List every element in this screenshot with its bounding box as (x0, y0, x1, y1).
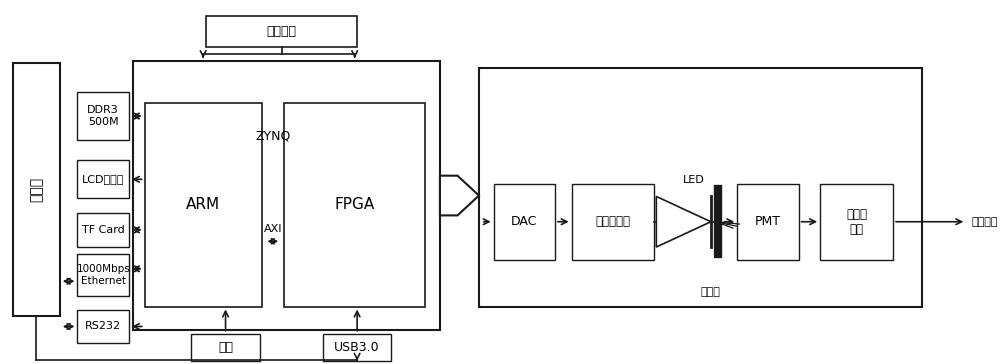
Text: TF Card: TF Card (82, 225, 125, 235)
Text: RS232: RS232 (85, 321, 121, 332)
Text: DAC: DAC (511, 215, 537, 228)
Bar (13, 63, 60, 316)
Text: ARM: ARM (186, 197, 220, 212)
Bar (77, 92, 129, 141)
Text: LED: LED (682, 175, 704, 185)
Bar (77, 213, 129, 247)
Text: FPGA: FPGA (335, 197, 375, 212)
Text: PMT: PMT (755, 215, 781, 228)
Text: 1000Mbps
Ethernet: 1000Mbps Ethernet (76, 264, 130, 286)
Text: 同步时钟: 同步时钟 (267, 25, 297, 38)
Bar (479, 68, 922, 306)
Text: DDR3
500M: DDR3 500M (87, 105, 119, 127)
Bar (737, 184, 799, 260)
Text: USB3.0: USB3.0 (334, 341, 380, 354)
Bar (494, 184, 555, 260)
Bar (284, 103, 425, 306)
Text: 信号输出: 信号输出 (971, 217, 998, 227)
Bar (145, 103, 262, 306)
Bar (133, 61, 440, 330)
Bar (77, 254, 129, 296)
Bar (323, 334, 391, 361)
Bar (191, 334, 260, 361)
Text: 滤光片: 滤光片 (700, 287, 720, 297)
Bar (820, 184, 893, 260)
Bar (572, 184, 654, 260)
Text: 前置放
大器: 前置放 大器 (846, 208, 867, 236)
Polygon shape (440, 176, 479, 215)
Polygon shape (656, 197, 711, 247)
Bar (206, 16, 357, 47)
Text: AXI: AXI (264, 223, 282, 234)
Bar (77, 160, 129, 198)
Text: ZYNQ: ZYNQ (255, 130, 291, 143)
Text: 电源: 电源 (218, 341, 233, 354)
Text: LCD显示器: LCD显示器 (82, 174, 124, 184)
Bar (77, 310, 129, 343)
Text: 电流放大器: 电流放大器 (595, 215, 630, 228)
Text: 上位机: 上位机 (29, 177, 43, 202)
